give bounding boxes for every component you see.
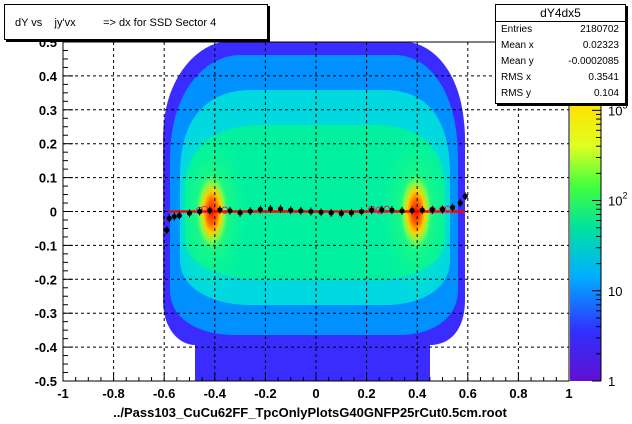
title-box: dY vs jy'vx => dx for SSD Sector 4 — [4, 4, 268, 40]
x-tick-label: 0.4 — [408, 386, 427, 401]
profile-point — [277, 206, 284, 212]
profile-point — [164, 227, 170, 233]
y-tick-label: 0.3 — [39, 103, 57, 118]
profile-point — [217, 207, 223, 213]
x-tick-label: 1 — [565, 386, 572, 401]
profile-point — [457, 200, 463, 206]
y-tick-label: -0.5 — [35, 374, 57, 389]
profile-point — [267, 206, 274, 212]
profile-point — [247, 208, 253, 214]
stats-key: RMS x — [501, 72, 531, 83]
profile-point — [399, 208, 405, 214]
y-tick-label: 0.1 — [39, 171, 57, 186]
stats-row: Mean x 0.02323 — [496, 38, 625, 54]
profile-point — [186, 210, 193, 216]
profile-point — [429, 207, 435, 213]
profile-point — [298, 208, 304, 214]
profile-point — [419, 207, 425, 213]
profile-point — [348, 210, 355, 216]
y-tick-label: -0.1 — [35, 238, 57, 253]
profile-point — [369, 207, 375, 213]
stats-value: 2180702 — [580, 24, 619, 35]
stats-key: Mean x — [501, 40, 534, 51]
y-tick-label: 0.2 — [39, 137, 57, 152]
y-axis: -0.5-0.4-0.3-0.2-0.100.10.20.30.40.5 — [35, 35, 73, 389]
density-map — [163, 42, 465, 381]
colorbar-axis: 1 10 102 103 — [592, 100, 627, 389]
profile-point — [439, 206, 446, 213]
x-axis: -1 -0.8 -0.6 -0.4 -0.2 0 0.2 0.4 0.6 0.8 1 — [57, 373, 573, 401]
x-tick-label: -0.4 — [204, 386, 227, 401]
profile-point — [409, 207, 415, 214]
x-tick-label: 0.8 — [509, 386, 527, 401]
profile-point — [462, 193, 468, 199]
y-tick-label: -0.2 — [35, 272, 57, 287]
profile-point — [288, 207, 294, 213]
stats-row: RMS x 0.3541 — [496, 70, 625, 86]
profile-point — [166, 215, 172, 221]
profile-point — [308, 208, 314, 215]
profile-points — [164, 192, 468, 235]
profile-point — [379, 207, 385, 213]
profile-point — [227, 208, 233, 214]
profile-point — [197, 208, 203, 215]
stats-key: Entries — [501, 24, 533, 35]
x-tick-label: 0 — [312, 386, 319, 401]
y-tick-label: 0.4 — [39, 69, 58, 84]
stats-value: 0.104 — [593, 88, 619, 99]
y-tick-label: -0.3 — [35, 306, 57, 321]
colorbar-tick-label: 103 — [608, 100, 627, 118]
profile-point — [257, 206, 263, 213]
profile-point — [338, 210, 344, 217]
profile-point — [237, 210, 243, 216]
profile-point — [358, 208, 365, 215]
stats-key: RMS y — [501, 88, 531, 99]
stats-box: dY4dx5 Entries 2180702 Mean x 0.02323 Mean… — [495, 4, 626, 104]
stats-row: Entries 2180702 — [496, 22, 625, 38]
stats-value: 0.3541 — [588, 72, 619, 83]
x-tick-label: 0.6 — [459, 386, 477, 401]
colorbar-tick-label: 10 — [608, 284, 622, 299]
x-tick-label: -0.8 — [102, 386, 124, 401]
y-tick-label: -0.4 — [35, 340, 58, 355]
y-tick-label: 0 — [50, 205, 57, 220]
stats-name: dY4dx5 — [496, 5, 625, 22]
profile-point — [450, 204, 456, 211]
colorbar-tick-label: 102 — [608, 191, 627, 209]
profile-point — [176, 212, 182, 219]
x-tick-label: -0.6 — [153, 386, 175, 401]
profile-point — [171, 213, 177, 220]
profile-point — [318, 209, 324, 215]
colorbar-tick-label: 1 — [608, 374, 615, 389]
open-markers — [195, 205, 452, 215]
x-tick-label: -1 — [57, 386, 69, 401]
profile-point — [207, 207, 213, 214]
profile-point — [389, 207, 395, 213]
stats-row: Mean y -0.0002085 — [496, 54, 625, 70]
stats-value: 0.02323 — [582, 40, 619, 51]
colorbar — [570, 104, 601, 381]
x-axis-label: ../Pass103_CuCu62FF_TpcOnlyPlotsG40GNFP2… — [113, 405, 507, 420]
stats-key: Mean y — [501, 56, 534, 67]
stats-value: -0.0002085 — [568, 56, 619, 67]
profile-point — [328, 210, 334, 216]
x-tick-label: -0.2 — [254, 386, 276, 401]
x-tick-label: 0.2 — [358, 386, 376, 401]
stats-row: RMS y 0.104 — [496, 86, 625, 102]
chart-title: dY vs jy'vx => dx for SSD Sector 4 — [15, 17, 217, 29]
